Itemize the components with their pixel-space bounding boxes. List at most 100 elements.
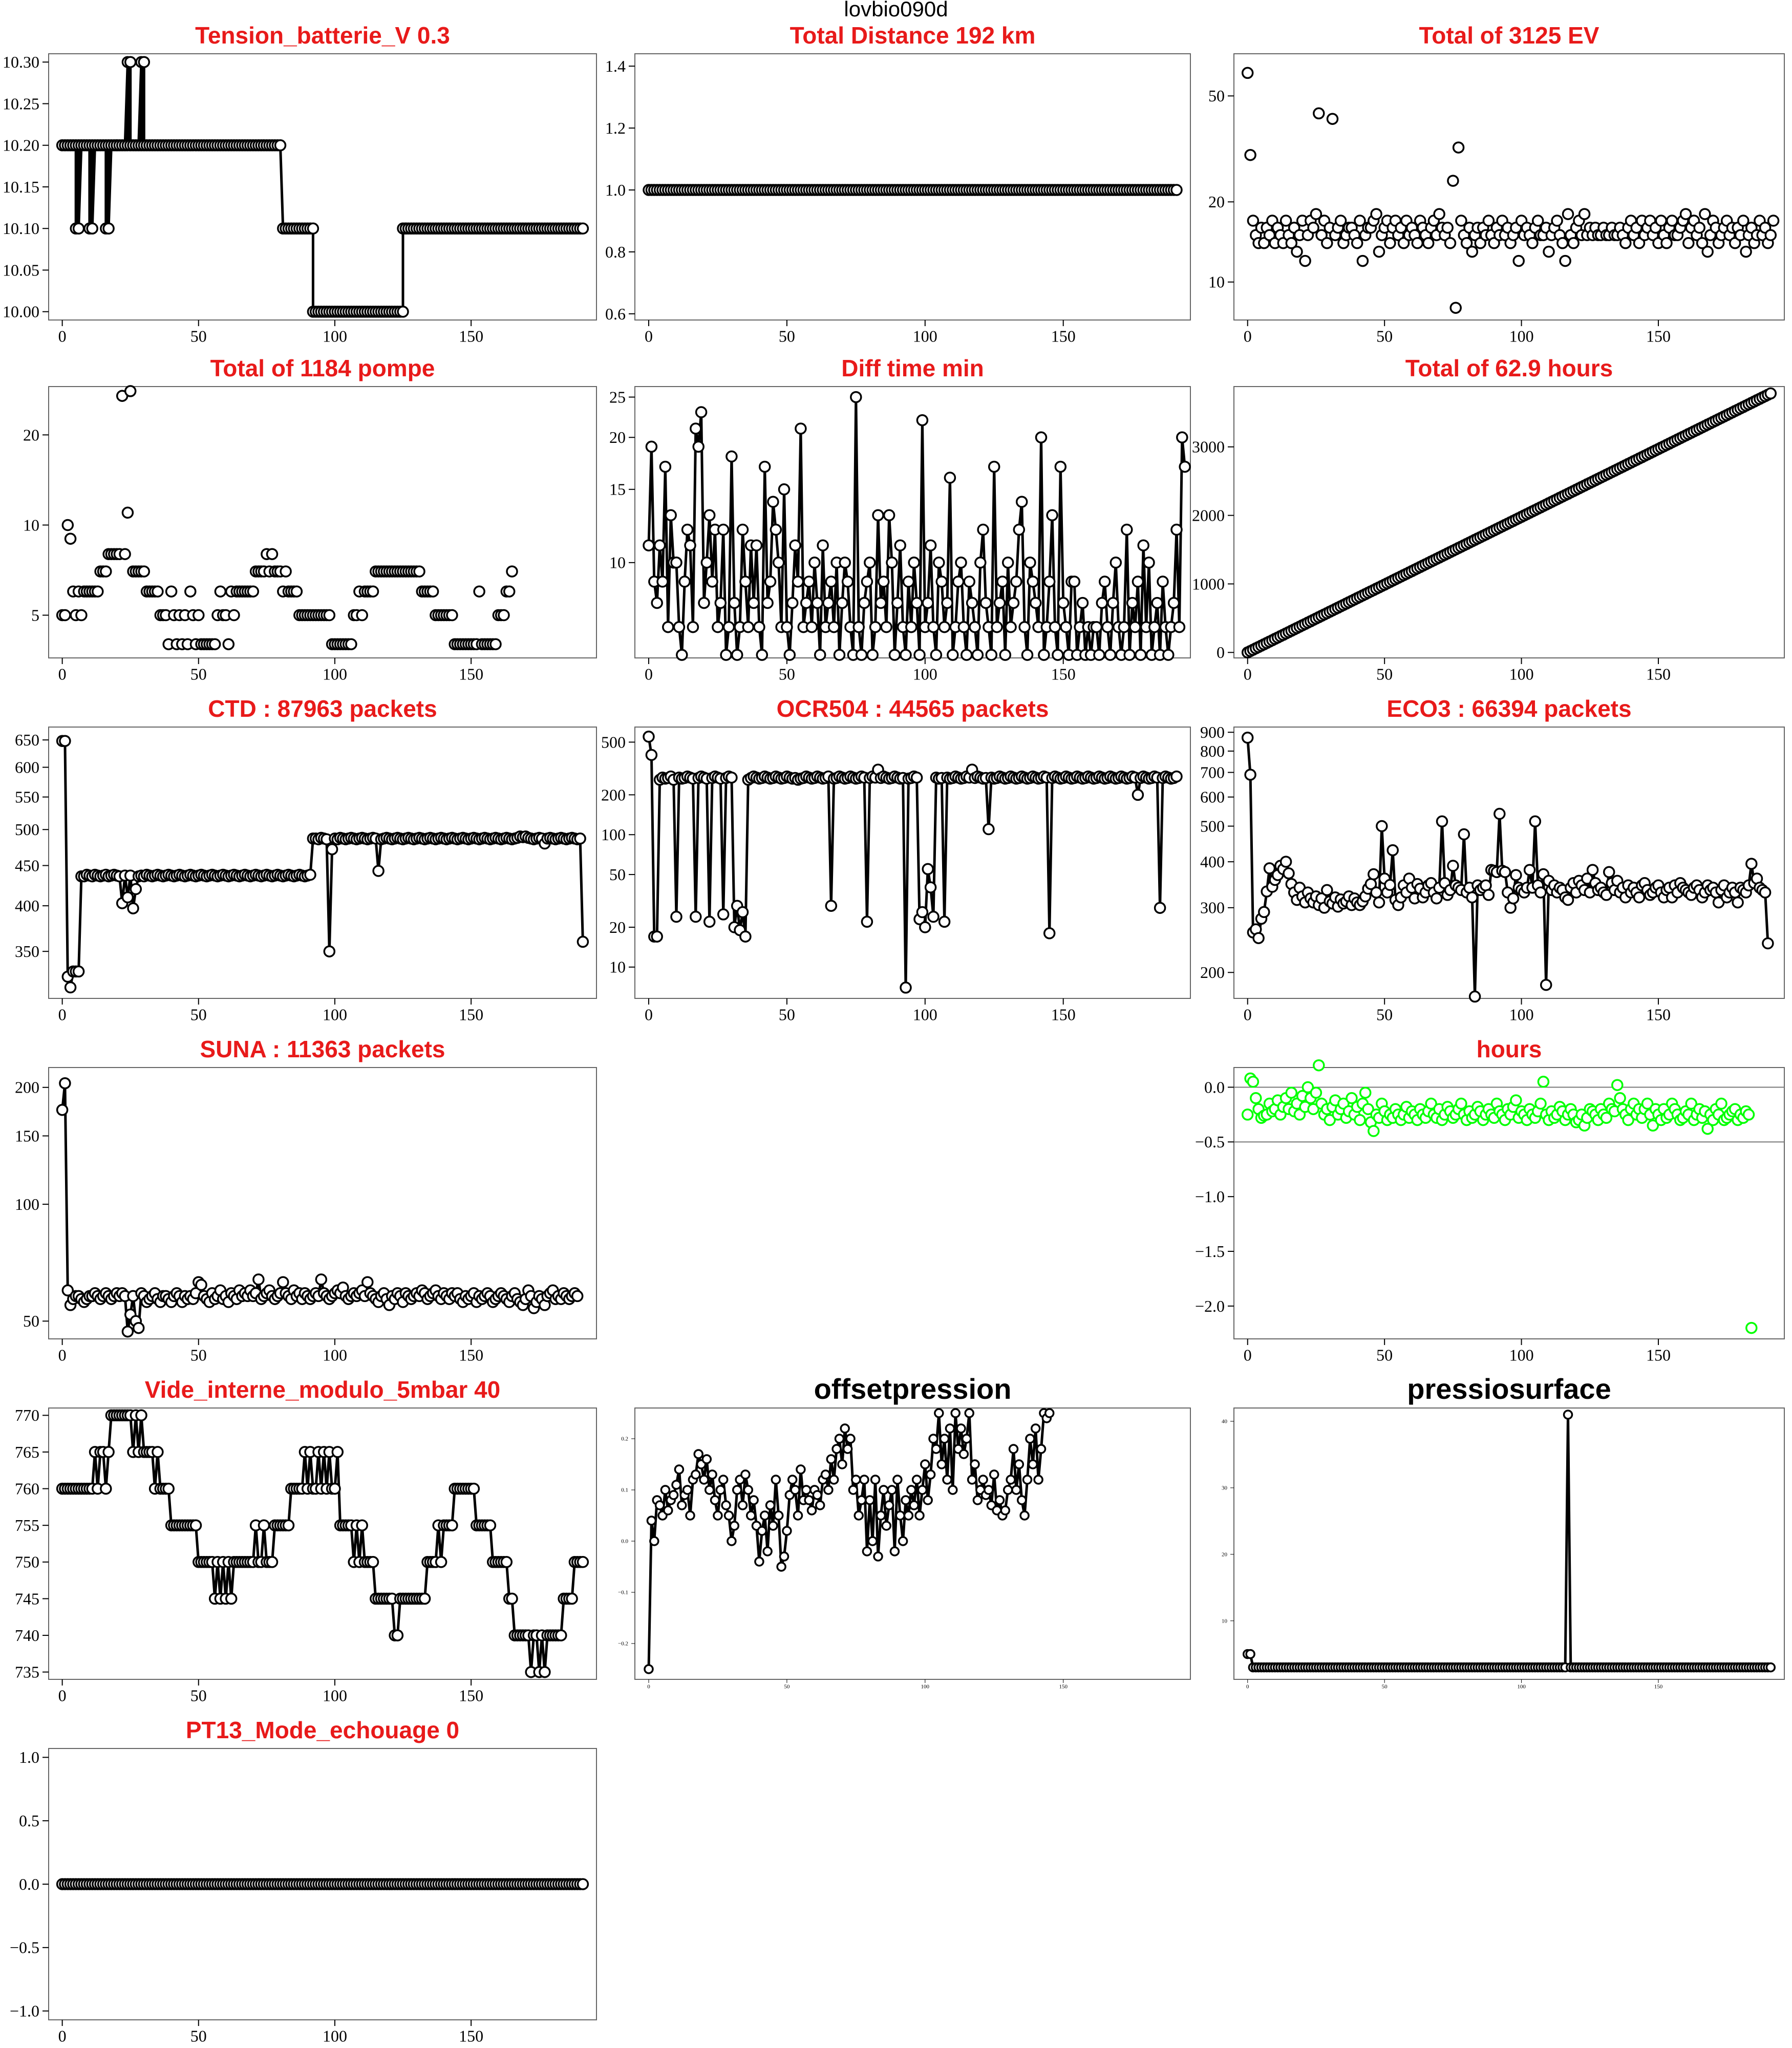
y-tick-label: 10 — [609, 958, 626, 976]
y-tick-label: 1.0 — [19, 1748, 39, 1766]
data-point — [539, 1666, 551, 1678]
data-point — [1279, 215, 1292, 227]
data-point — [834, 1434, 845, 1444]
data-point — [208, 638, 221, 650]
data-point — [100, 1482, 112, 1495]
data-point — [1764, 387, 1777, 400]
data-point — [1038, 649, 1050, 661]
data-point — [933, 557, 945, 569]
plot-frame — [48, 1067, 597, 1339]
data-point — [671, 1480, 681, 1490]
data-point — [1001, 557, 1014, 569]
x-tick-label: 100 — [913, 665, 937, 683]
data-point — [787, 1475, 798, 1485]
data-point — [974, 557, 987, 569]
data-point — [1162, 649, 1175, 661]
data-point — [1701, 245, 1714, 258]
data-point — [808, 557, 821, 569]
data-point — [1482, 889, 1495, 901]
data-point — [367, 1556, 379, 1568]
data-point — [740, 1469, 751, 1480]
data-point — [685, 1510, 695, 1521]
data-point — [989, 1469, 999, 1480]
data-point — [566, 1592, 578, 1605]
y-tick-label: 10.00 — [3, 303, 39, 321]
data-point — [956, 1423, 966, 1434]
data-point — [713, 1510, 723, 1521]
y-tick-label: 15 — [609, 480, 626, 499]
chart-panel-offsetpression: offsetpression −0.2 −0.1 0.0 0.1 0.2 0 50 100 150 — [618, 1373, 1191, 1690]
data-point — [1033, 1475, 1043, 1485]
data-point — [1619, 237, 1632, 249]
x-tick-label: 150 — [1051, 327, 1076, 345]
data-point — [503, 585, 516, 598]
data-point — [795, 422, 807, 435]
chart-panel-vide: Vide_interne_modulo_5mbar 40 735 740 745 750… — [15, 1376, 597, 1704]
data-point — [473, 585, 485, 598]
data-point — [651, 596, 663, 609]
data-point — [1151, 596, 1163, 609]
data-point — [772, 557, 785, 569]
data-point — [1540, 978, 1552, 991]
data-point — [577, 935, 589, 948]
data-point — [731, 649, 743, 661]
chart-panel-pompe: Total of 1184 pompe 5 10 20 0 50 100 150 — [23, 355, 597, 683]
y-tick-label: 0.5 — [19, 1811, 39, 1830]
data-point — [714, 596, 727, 609]
data-point — [1018, 621, 1031, 633]
data-point — [1370, 208, 1382, 220]
data-point — [1526, 237, 1539, 249]
data-point — [692, 440, 705, 453]
data-point — [577, 222, 589, 235]
x-tick-label: 50 — [1376, 327, 1393, 345]
data-point — [837, 1459, 847, 1469]
data-point — [1356, 254, 1369, 267]
x-tick-label: 100 — [913, 327, 937, 345]
x-tick-label: 50 — [190, 1686, 207, 1704]
data-point — [1025, 1434, 1035, 1444]
y-tick-label: 770 — [15, 1406, 39, 1424]
data-point — [1110, 557, 1122, 569]
data-point — [1104, 649, 1117, 661]
x-tick-label: 150 — [459, 327, 483, 345]
data-point — [687, 621, 699, 633]
data-point — [1452, 141, 1465, 154]
data-point — [886, 557, 898, 569]
data-point — [1241, 732, 1254, 744]
data-point — [323, 945, 336, 957]
data-point — [315, 1273, 328, 1286]
y-tick-label: 10 — [1222, 1618, 1228, 1624]
data-point — [1299, 254, 1311, 267]
data-point — [758, 460, 771, 473]
data-point — [1002, 1485, 1013, 1495]
data-point — [1013, 523, 1026, 536]
data-point — [727, 1536, 737, 1546]
x-tick-label: 100 — [323, 2026, 347, 2045]
data-point — [659, 460, 672, 473]
chart-title: Tension_batterie_V 0.3 — [195, 22, 450, 49]
y-tick-label: −1.5 — [1195, 1242, 1225, 1261]
data-point — [833, 649, 846, 661]
data-point — [916, 414, 929, 426]
data-point — [693, 1449, 703, 1459]
data-point — [1510, 869, 1522, 881]
data-point — [571, 1290, 584, 1303]
data-point — [1007, 596, 1020, 609]
data-point — [75, 609, 88, 622]
y-tick-label: 200 — [1200, 963, 1225, 982]
data-point — [969, 621, 981, 633]
data-point — [691, 1469, 701, 1480]
y-tick-label: −0.2 — [618, 1641, 628, 1647]
data-point — [435, 1556, 447, 1568]
data-point — [993, 596, 1006, 609]
y-tick-label: 300 — [1200, 899, 1225, 917]
data-point — [789, 539, 801, 551]
data-point — [1611, 1079, 1624, 1091]
data-point — [1759, 886, 1772, 899]
data-point — [910, 771, 923, 784]
data-point — [753, 621, 765, 633]
x-tick-label: 0 — [1244, 327, 1252, 345]
data-point — [1121, 523, 1133, 536]
data-point — [884, 1500, 894, 1510]
data-point — [391, 1629, 404, 1641]
